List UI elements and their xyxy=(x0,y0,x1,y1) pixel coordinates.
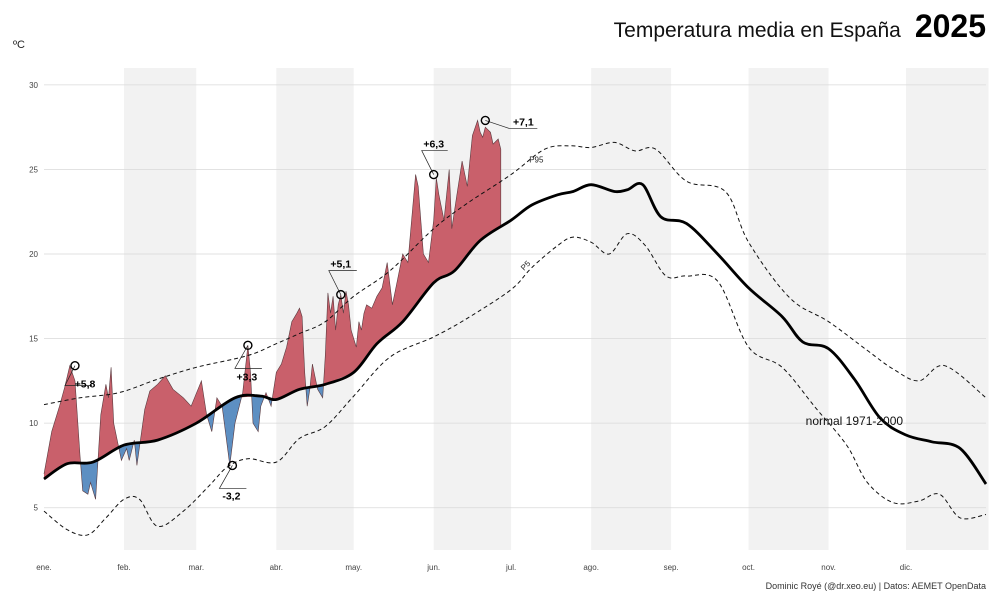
anomaly-below-1 xyxy=(118,443,134,461)
annotation-label-3: +5,1 xyxy=(330,259,351,271)
annotation-leader-2 xyxy=(218,465,247,489)
x-tick-ago.: ago. xyxy=(583,563,599,572)
p95-label: P95 xyxy=(529,156,544,165)
normal-label: normal 1971-2000 xyxy=(806,414,904,428)
chart-title: Temperatura media en España xyxy=(613,19,901,42)
annotation-label-5: +7,1 xyxy=(513,116,534,128)
anomaly-below-0 xyxy=(80,459,99,500)
month-band-dic. xyxy=(905,68,989,550)
anomaly-above-1 xyxy=(98,367,119,460)
y-tick-25: 25 xyxy=(29,165,38,174)
anomaly-above-7 xyxy=(272,308,306,400)
chart-header: Temperatura media en España 2025 xyxy=(614,8,986,45)
month-band-ago. xyxy=(591,68,672,550)
annotation-label-0: +5,8 xyxy=(75,379,96,391)
chart-year: 2025 xyxy=(914,8,986,44)
y-tick-5: 5 xyxy=(34,504,39,513)
x-tick-sep.: sep. xyxy=(664,563,679,572)
x-tick-jun.: jun. xyxy=(426,563,440,572)
x-tick-ene.: ene. xyxy=(36,563,52,572)
anomaly-above-9 xyxy=(323,120,501,385)
anomaly-above-3 xyxy=(140,375,207,443)
annotation-marker-3 xyxy=(336,289,346,300)
source-caption: Dominic Royé (@dr.xeo.eu) | Datos: AEMET… xyxy=(765,581,986,591)
annotation-marker-1 xyxy=(243,340,253,351)
series-normal-line xyxy=(43,182,988,485)
annotation-leader-0 xyxy=(64,365,92,387)
x-tick-nov.: nov. xyxy=(821,563,836,572)
anomaly-below-2 xyxy=(134,442,141,466)
x-tick-abr.: abr. xyxy=(270,563,283,572)
x-tick-may.: may. xyxy=(345,563,362,572)
annotation-leader-3 xyxy=(328,270,357,295)
anomaly-below-4 xyxy=(222,397,242,466)
annotation-marker-2 xyxy=(227,460,238,471)
x-tick-feb.: feb. xyxy=(117,563,130,572)
annotation-leader-4 xyxy=(421,150,448,175)
y-axis-unit: ºC xyxy=(13,39,25,51)
x-tick-dic.: dic. xyxy=(900,563,912,572)
anomaly-above-0 xyxy=(44,365,81,479)
annotation-label-1: +3,3 xyxy=(237,371,258,383)
annotation-marker-4 xyxy=(429,169,439,180)
y-tick-15: 15 xyxy=(29,335,38,344)
month-band-feb. xyxy=(124,68,197,550)
anomaly-above-8 xyxy=(310,364,317,388)
series-2025-line xyxy=(43,119,502,500)
x-tick-oct.: oct. xyxy=(742,563,755,572)
annotation-label-4: +6,3 xyxy=(423,139,444,151)
series-p95-line xyxy=(43,141,987,406)
annotation-leader-5 xyxy=(485,120,538,129)
month-band-oct. xyxy=(748,68,829,550)
y-tick-30: 30 xyxy=(29,81,38,90)
annotation-marker-5 xyxy=(480,115,491,126)
x-tick-jul.: jul. xyxy=(505,563,516,572)
annotation-label-2: -3,2 xyxy=(222,490,240,502)
annotation-leader-1 xyxy=(234,345,262,369)
anomaly-below-8 xyxy=(316,384,324,398)
y-tick-10: 10 xyxy=(29,419,38,428)
y-tick-20: 20 xyxy=(29,250,38,259)
x-tick-mar.: mar. xyxy=(188,563,204,572)
annotation-marker-0 xyxy=(70,360,80,371)
p5-label: P5 xyxy=(519,259,533,273)
